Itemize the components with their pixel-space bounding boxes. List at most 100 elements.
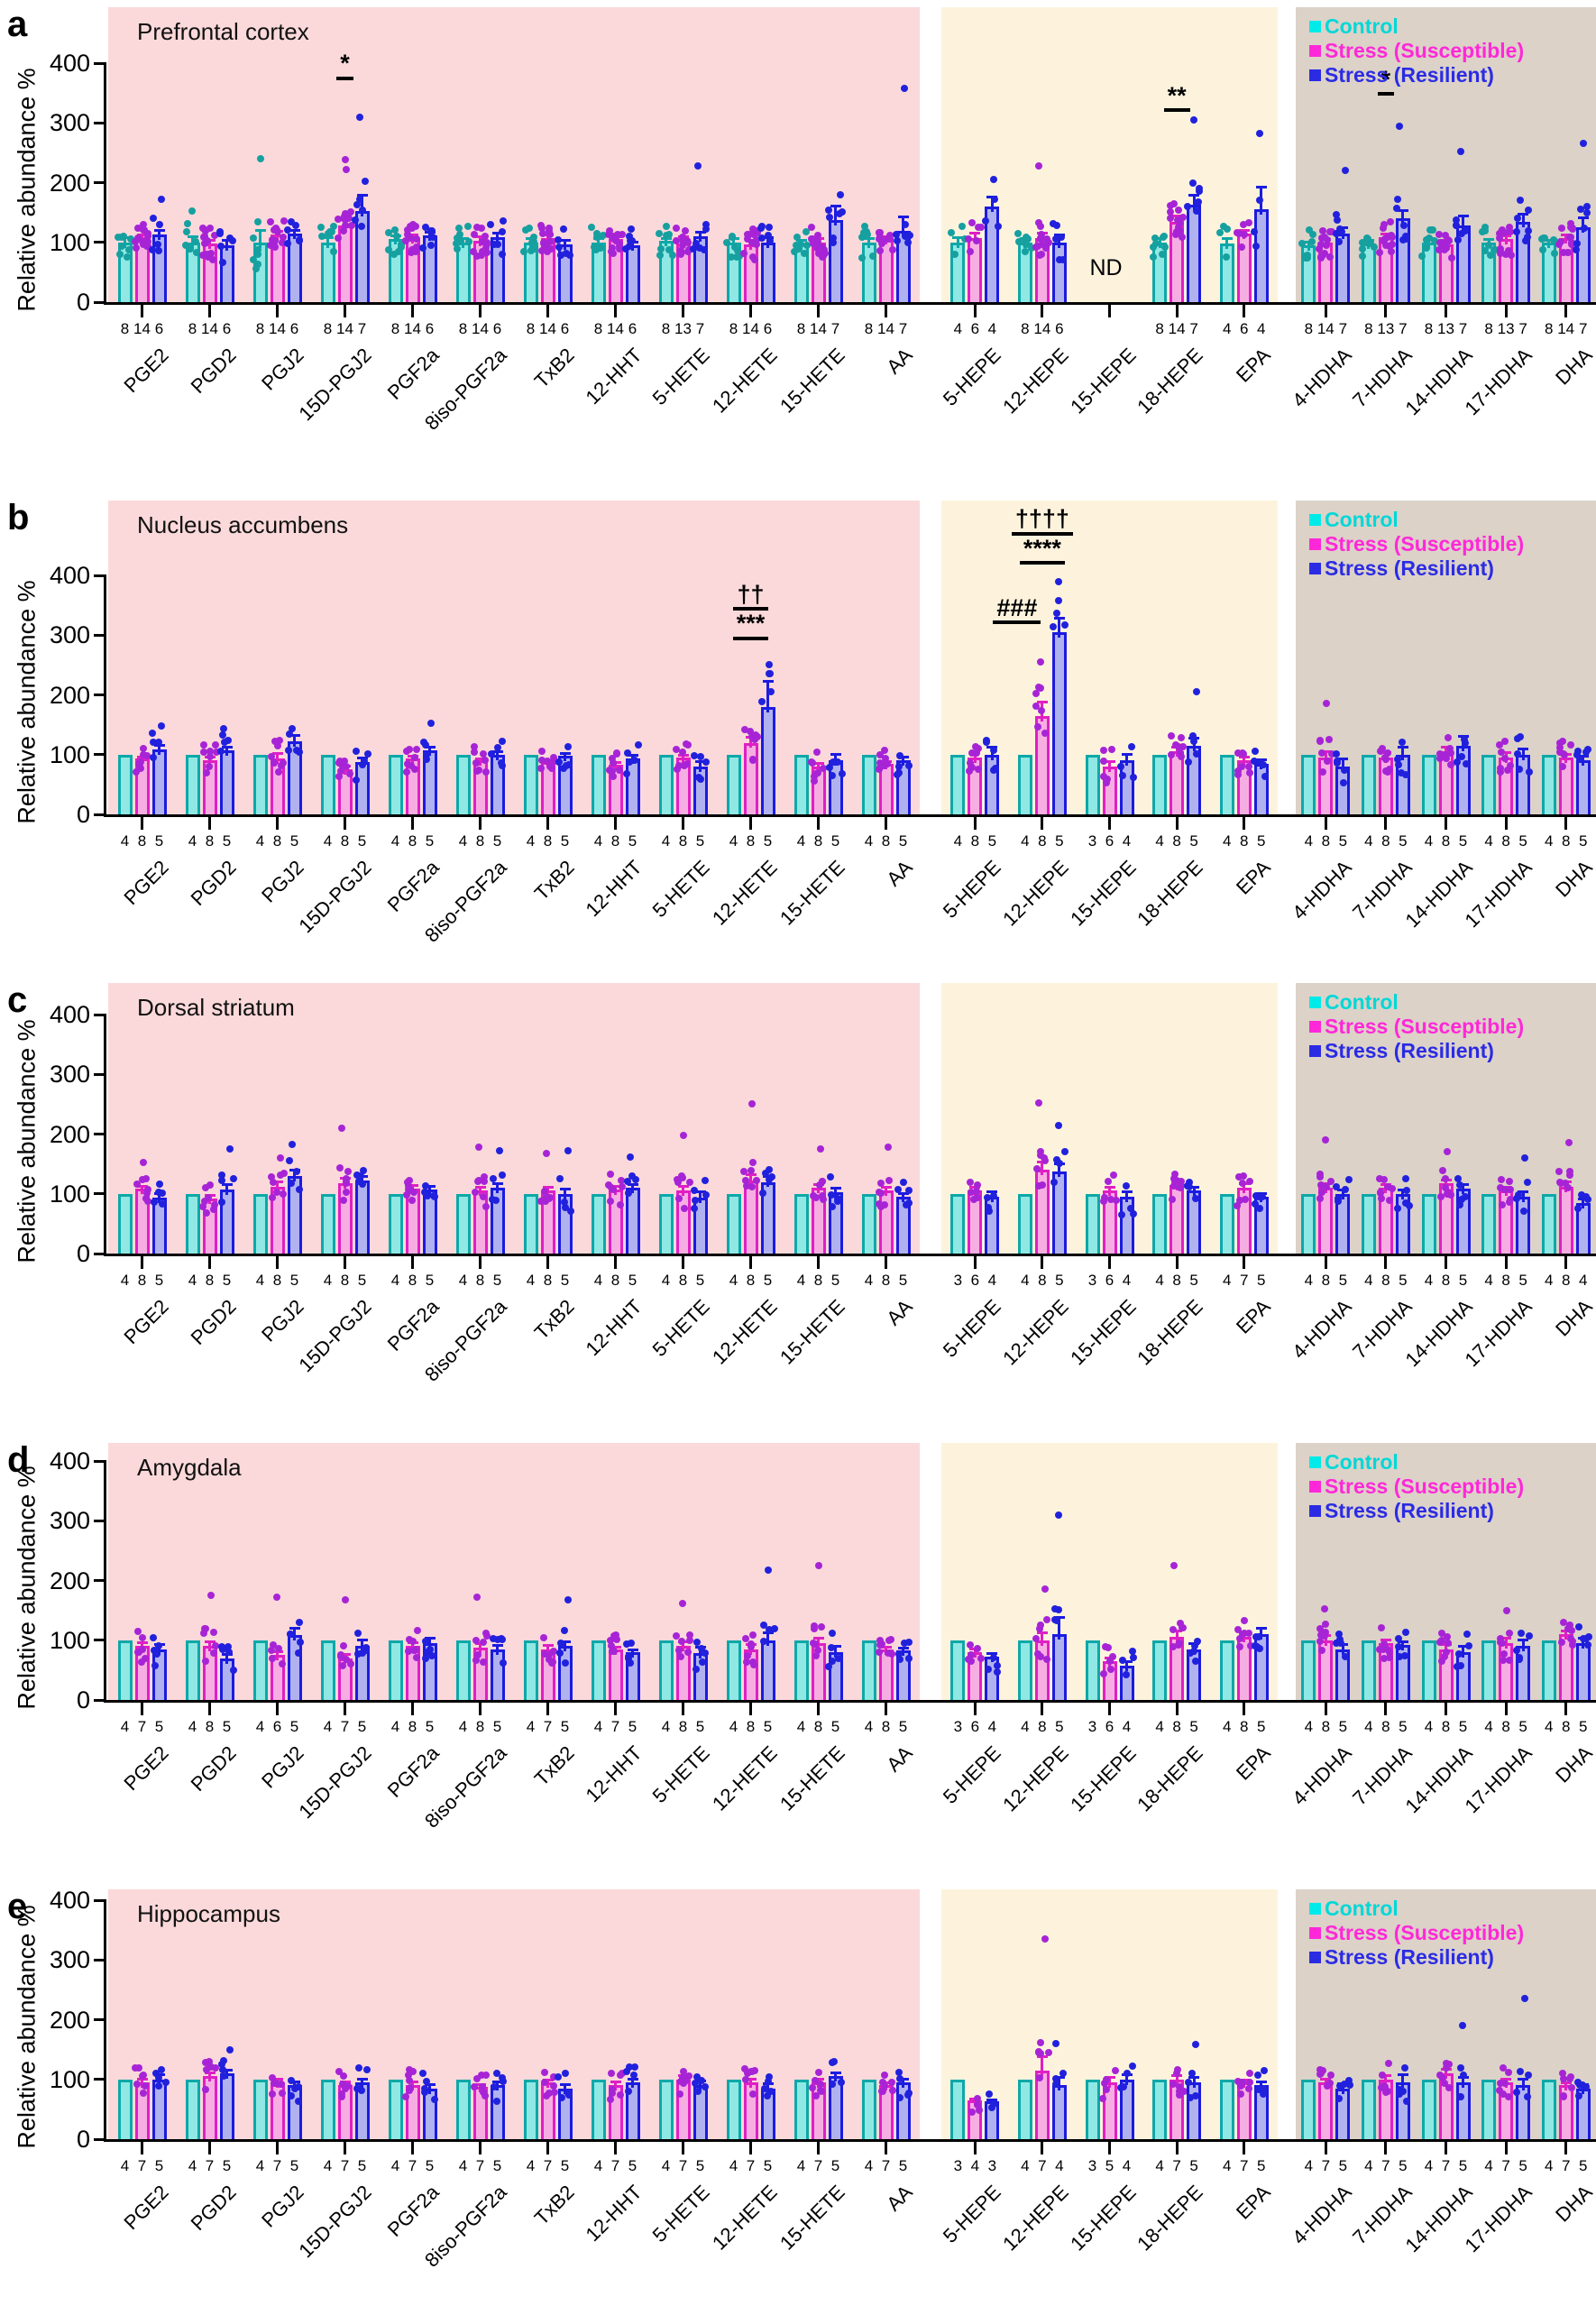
n-label: 4 xyxy=(1222,2157,1232,2174)
legend: Control Stress (Susceptible) Stress (Resil… xyxy=(1309,14,1524,87)
bar-control xyxy=(1301,1640,1316,1700)
bar-control xyxy=(1017,2079,1032,2139)
data-point xyxy=(765,2078,773,2086)
error-bar-cap xyxy=(897,1647,909,1650)
data-point xyxy=(142,1194,150,1202)
data-point xyxy=(967,759,975,767)
data-point xyxy=(471,230,479,238)
legend-item-2: Stress (Resilient) xyxy=(1309,1945,1524,1970)
x-category-label: PGD2 xyxy=(186,2181,241,2236)
n-label: 8 xyxy=(1172,832,1181,850)
data-point xyxy=(405,1182,413,1190)
error-bar-cap xyxy=(221,1183,233,1187)
y-tick-label: 100 xyxy=(49,1626,90,1654)
data-point xyxy=(723,239,731,247)
data-point xyxy=(1166,207,1174,216)
data-point xyxy=(628,1172,637,1181)
data-point xyxy=(1328,749,1336,758)
bar-stress-resilient- xyxy=(354,1180,370,1254)
n-label: 7 xyxy=(1458,320,1468,337)
data-point xyxy=(974,1644,982,1652)
data-point xyxy=(813,1646,821,1654)
data-point xyxy=(1341,1653,1349,1661)
x-tick xyxy=(1324,305,1327,317)
bar-stress-resilient- xyxy=(760,1640,775,1700)
data-point xyxy=(201,1625,209,1633)
y-tick-label: 200 xyxy=(49,681,90,709)
data-point xyxy=(675,2090,683,2099)
data-point xyxy=(422,224,430,232)
error-bar xyxy=(1058,1616,1061,1640)
data-point xyxy=(1514,1190,1522,1199)
y-tick-label: 400 xyxy=(49,1447,90,1475)
error-bar-cap xyxy=(491,231,503,234)
data-point xyxy=(1109,1653,1117,1661)
error-bar-cap xyxy=(1560,233,1572,236)
data-point xyxy=(1385,1653,1393,1661)
n-label: 14 xyxy=(472,320,489,337)
data-point xyxy=(149,214,157,222)
data-point xyxy=(1260,2067,1268,2075)
data-point xyxy=(364,750,372,758)
x-category-label: 15-HEPE xyxy=(1065,1741,1141,1816)
data-point xyxy=(665,245,674,253)
data-point xyxy=(972,743,980,751)
n-label: 5 xyxy=(695,2157,705,2174)
data-point xyxy=(868,253,876,261)
data-point xyxy=(1445,2084,1454,2092)
n-label: 4 xyxy=(1155,832,1164,850)
data-point xyxy=(1549,235,1557,243)
x-category-label: 12-HETE xyxy=(707,344,782,418)
n-label: 14 xyxy=(1557,320,1575,337)
error-bar xyxy=(124,236,126,248)
x-tick xyxy=(141,1256,143,1269)
error-bar-cap xyxy=(474,1186,486,1190)
error-bar xyxy=(1225,237,1229,250)
data-point xyxy=(346,769,354,777)
n-label: 5 xyxy=(560,1718,570,1735)
error-bar xyxy=(1521,212,1525,227)
data-point xyxy=(149,729,157,737)
data-point xyxy=(1179,1623,1187,1631)
n-label: 5 xyxy=(222,2157,232,2174)
data-point xyxy=(139,221,147,229)
n-label: 8 xyxy=(458,320,468,337)
data-point xyxy=(1523,1179,1531,1187)
data-point xyxy=(291,222,299,230)
data-point xyxy=(339,1642,347,1650)
data-point xyxy=(335,1163,344,1171)
n-label: 8 xyxy=(205,1272,215,1289)
n-label: 4 xyxy=(255,1272,265,1289)
data-point xyxy=(1381,2089,1390,2097)
data-point xyxy=(1058,233,1066,241)
data-point xyxy=(1580,140,1588,148)
n-label: 4 xyxy=(796,1718,806,1735)
n-label: 4 xyxy=(526,1272,536,1289)
data-point xyxy=(1316,1173,1325,1181)
bar-control xyxy=(185,1640,200,1700)
data-point xyxy=(192,248,200,256)
data-point xyxy=(1333,759,1341,767)
x-tick xyxy=(208,305,211,317)
y-tick xyxy=(94,753,106,757)
data-point xyxy=(1555,1168,1564,1176)
y-tick xyxy=(94,1459,106,1463)
data-point xyxy=(1497,768,1505,776)
data-point xyxy=(274,768,282,776)
x-category-label: PGJ2 xyxy=(256,344,308,395)
error-bar xyxy=(1401,2073,1405,2089)
error-bar xyxy=(597,237,600,248)
data-point xyxy=(431,2095,439,2103)
legend-item-0: Control xyxy=(1309,1897,1524,1921)
data-point xyxy=(1043,1616,1051,1624)
bar-control xyxy=(1152,1193,1168,1254)
error-bar-cap xyxy=(1577,754,1589,758)
x-category-label: TxB2 xyxy=(529,1741,579,1790)
error-bar-cap xyxy=(254,229,266,233)
data-point xyxy=(210,1649,218,1657)
data-point xyxy=(201,1183,209,1191)
data-point xyxy=(421,2089,429,2097)
data-point xyxy=(1055,577,1063,585)
data-point xyxy=(630,756,638,764)
error-bar xyxy=(276,1650,279,1661)
